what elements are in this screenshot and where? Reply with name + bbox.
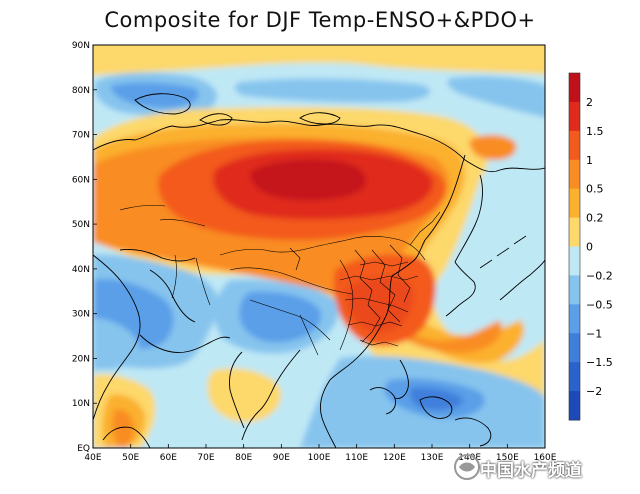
- colorbar-label: −1: [586, 327, 602, 340]
- political-borders: [119, 204, 441, 356]
- colorbar-frame: [568, 72, 581, 421]
- colorbar-swatch: [569, 217, 580, 247]
- x-tick-label: 140E: [458, 453, 481, 463]
- y-tick-label: 20N: [72, 354, 90, 364]
- colorbar-label: −2: [586, 385, 602, 398]
- map-title: Composite for DJF Temp-ENSO+&PDO+: [104, 8, 536, 32]
- x-tick-label: 40E: [84, 453, 101, 463]
- y-tick-label: EQ: [77, 444, 90, 454]
- x-tick-label: 120E: [383, 453, 406, 463]
- x-tick-label: 130E: [421, 453, 444, 463]
- colorbar-label: 2: [586, 96, 593, 109]
- y-tick-label: 70N: [72, 131, 90, 141]
- colorbar-label: 0: [586, 241, 593, 254]
- colorbar-swatch: [569, 391, 580, 421]
- x-tick-label: 160E: [534, 453, 557, 463]
- x-tick-label: 50E: [122, 453, 139, 463]
- colorbar-label: −0.5: [586, 298, 613, 311]
- watermark-text: 中国水产频道: [480, 461, 582, 481]
- colorbar-label: 0.2: [586, 212, 604, 225]
- colorbar-swatch: [569, 362, 580, 392]
- x-tick-label: 70E: [197, 453, 214, 463]
- x-tick-label: 110E: [345, 453, 368, 463]
- y-tick-label: 30N: [72, 310, 90, 320]
- colorbar-swatch: [569, 101, 580, 132]
- colorbar-swatch: [569, 130, 580, 161]
- colorbar-swatch: [569, 275, 580, 305]
- x-axis-ticks: 40E 50E 60E 70E 80E 90E 100E 110E 120E 130E 140E 15…: [84, 444, 557, 463]
- y-tick-label: 50N: [72, 220, 90, 230]
- colorbar-label: 1.5: [586, 125, 604, 138]
- x-tick-label: 100E: [308, 453, 331, 463]
- colorbar-swatch: [569, 73, 580, 103]
- colorbar-label: −0.2: [586, 269, 613, 282]
- colorbar-label: 0.5: [586, 183, 604, 196]
- colorbar: 2 1.5 1 0.5 0.2 0 −0.2 −0.5 −1 −1.5 −2: [568, 72, 613, 421]
- x-tick-label: 80E: [235, 453, 252, 463]
- y-axis-ticks: EQ 10N 20N 30N 40N 50N 60N 70N 80N 90N: [72, 41, 97, 454]
- colorbar-swatch: [569, 188, 580, 219]
- x-tick-label: 150E: [496, 453, 519, 463]
- watermark: 中国水产频道: [452, 442, 638, 492]
- colorbar-label: −1.5: [586, 356, 613, 369]
- x-tick-label: 90E: [273, 453, 290, 463]
- colorbar-swatch: [569, 159, 580, 190]
- colorbar-swatch: [569, 304, 580, 334]
- colorbar-label: 1: [586, 154, 593, 167]
- y-tick-label: 90N: [72, 41, 90, 51]
- y-tick-label: 40N: [72, 265, 90, 275]
- colorbar-swatch: [569, 246, 580, 276]
- coastlines: [93, 93, 545, 448]
- anomaly-field: [93, 45, 545, 448]
- y-tick-label: 60N: [72, 175, 90, 185]
- y-tick-label: 80N: [72, 86, 90, 96]
- fish-logo-icon: [454, 454, 480, 480]
- colorbar-swatch: [569, 333, 580, 363]
- y-tick-label: 10N: [72, 399, 90, 409]
- x-tick-label: 60E: [160, 453, 177, 463]
